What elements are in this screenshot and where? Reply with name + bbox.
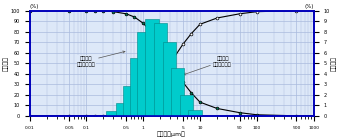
X-axis label: 粒子径（μm）: 粒子径（μm） [157, 131, 186, 136]
Bar [137, 32, 150, 116]
Bar [154, 23, 167, 116]
Bar [171, 68, 184, 116]
Bar [163, 42, 176, 116]
Bar [130, 58, 143, 116]
Y-axis label: 頻度分布: 頻度分布 [331, 56, 337, 71]
Bar [146, 19, 159, 116]
Bar [180, 95, 193, 116]
Bar [106, 111, 119, 116]
Text: 頻度分布: 頻度分布 [156, 102, 169, 107]
Y-axis label: 積算分布: 積算分布 [3, 56, 9, 71]
Bar [188, 109, 202, 116]
Text: 積算分布
（フルイ下）: 積算分布 （フルイ下） [184, 56, 232, 75]
Text: 積算分布
（フルイ上）: 積算分布 （フルイ上） [77, 51, 125, 66]
Text: (%): (%) [29, 4, 39, 9]
Bar [123, 86, 136, 116]
Text: (%): (%) [305, 4, 314, 9]
Bar [116, 103, 129, 116]
